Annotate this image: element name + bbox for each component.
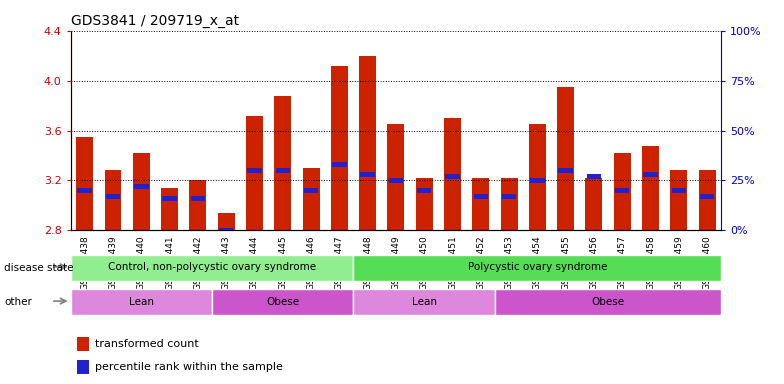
Bar	[71, 255, 354, 281]
Text: Obese: Obese	[592, 297, 625, 307]
Bar	[558, 168, 573, 173]
Bar	[642, 146, 659, 230]
Bar	[699, 170, 716, 230]
Bar	[361, 172, 375, 177]
Bar	[104, 170, 122, 230]
Text: Control, non-polycystic ovary syndrome: Control, non-polycystic ovary syndrome	[108, 262, 316, 272]
Text: disease state: disease state	[4, 263, 74, 273]
Bar	[218, 213, 234, 230]
Bar	[359, 56, 376, 230]
Bar	[354, 290, 495, 315]
Bar	[389, 178, 403, 183]
Text: other: other	[4, 297, 32, 307]
Bar	[387, 124, 405, 230]
Bar	[77, 337, 89, 351]
Bar	[444, 118, 461, 230]
Text: Obese: Obese	[267, 297, 299, 307]
Bar	[247, 168, 262, 173]
Bar	[134, 184, 148, 189]
Bar	[417, 188, 431, 193]
Bar	[644, 172, 658, 177]
Bar	[354, 255, 721, 281]
Bar	[275, 168, 290, 173]
Bar	[132, 153, 150, 230]
Bar	[191, 196, 205, 200]
Bar	[502, 194, 517, 199]
Bar	[445, 174, 459, 179]
Bar	[530, 178, 545, 183]
Bar	[672, 188, 686, 193]
Bar	[76, 137, 93, 230]
Bar	[586, 174, 601, 179]
Bar	[190, 180, 206, 230]
Bar	[615, 188, 630, 193]
Bar	[106, 194, 120, 199]
Bar	[670, 170, 688, 230]
Bar	[529, 124, 546, 230]
Text: Lean: Lean	[412, 297, 437, 307]
Bar	[472, 178, 489, 230]
Bar	[331, 66, 348, 230]
Bar	[71, 290, 212, 315]
Bar	[78, 188, 92, 193]
Bar	[212, 290, 354, 315]
Bar	[495, 290, 721, 315]
Bar	[332, 162, 347, 167]
Bar	[474, 194, 488, 199]
Bar	[557, 87, 574, 230]
Bar	[77, 360, 89, 374]
Bar	[416, 178, 433, 230]
Bar	[161, 188, 178, 230]
Bar	[700, 194, 714, 199]
Bar	[304, 188, 318, 193]
Text: GDS3841 / 209719_x_at: GDS3841 / 209719_x_at	[71, 14, 238, 28]
Text: Polycystic ovary syndrome: Polycystic ovary syndrome	[468, 262, 607, 272]
Bar	[303, 168, 320, 230]
Bar	[162, 196, 177, 200]
Bar	[586, 178, 602, 230]
Bar	[219, 228, 234, 233]
Text: Lean: Lean	[129, 297, 154, 307]
Bar	[614, 153, 631, 230]
Bar	[274, 96, 291, 230]
Text: transformed count: transformed count	[96, 339, 199, 349]
Text: percentile rank within the sample: percentile rank within the sample	[96, 362, 283, 372]
Bar	[246, 116, 263, 230]
Bar	[501, 178, 517, 230]
